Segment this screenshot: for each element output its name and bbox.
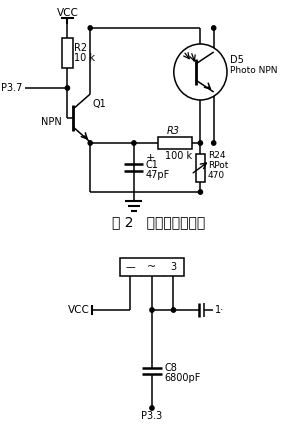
Circle shape [211, 26, 216, 30]
Text: ~: ~ [147, 262, 157, 272]
Circle shape [65, 86, 69, 90]
Text: R24: R24 [208, 151, 225, 160]
Text: 47pF: 47pF [145, 170, 170, 179]
Circle shape [198, 141, 202, 145]
Text: Photo NPN: Photo NPN [230, 66, 277, 74]
Circle shape [132, 141, 136, 145]
Circle shape [174, 44, 227, 100]
Text: C8: C8 [164, 363, 177, 373]
Circle shape [150, 308, 154, 312]
Text: VCC: VCC [68, 305, 90, 315]
Text: RPot: RPot [208, 161, 228, 170]
Circle shape [88, 141, 92, 145]
Text: 10 k: 10 k [74, 53, 95, 63]
Text: C1: C1 [145, 159, 158, 170]
Circle shape [88, 26, 92, 30]
Circle shape [171, 308, 175, 312]
Text: R3: R3 [167, 126, 180, 136]
Bar [196, 154, 205, 182]
Bar [158, 137, 192, 149]
Text: 6800pF: 6800pF [164, 373, 201, 383]
Text: VCC: VCC [56, 8, 78, 18]
Circle shape [198, 190, 202, 194]
Bar [62, 38, 73, 68]
Text: Q1: Q1 [92, 99, 106, 109]
Text: P3.3: P3.3 [141, 411, 163, 421]
Text: P3.7: P3.7 [2, 83, 23, 93]
Text: 3: 3 [170, 262, 177, 272]
Text: R2: R2 [74, 43, 87, 53]
Text: D5: D5 [230, 55, 244, 65]
Circle shape [150, 406, 154, 410]
Text: —: — [125, 262, 135, 272]
Text: NPN: NPN [41, 117, 62, 127]
Circle shape [211, 141, 216, 145]
Text: 100 k: 100 k [165, 151, 192, 161]
Text: 图 2   环境光采集电路: 图 2 环境光采集电路 [112, 215, 205, 229]
Bar [120, 258, 184, 276]
Text: 1·: 1· [215, 305, 225, 315]
Text: 470: 470 [208, 171, 225, 180]
Text: +: + [145, 153, 155, 163]
